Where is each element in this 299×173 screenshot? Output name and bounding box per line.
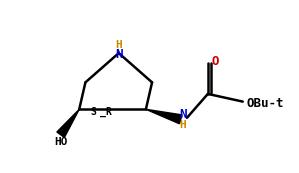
Text: H: H: [115, 40, 122, 50]
Text: N: N: [115, 48, 123, 61]
Text: S: S: [90, 107, 96, 117]
Text: OBu-t: OBu-t: [247, 97, 284, 110]
Text: N: N: [179, 108, 187, 121]
Text: R: R: [106, 107, 112, 117]
Text: H: H: [180, 120, 187, 130]
Text: O: O: [212, 55, 219, 68]
Polygon shape: [146, 109, 182, 124]
Polygon shape: [57, 109, 79, 137]
Text: HO: HO: [54, 137, 68, 147]
Text: _: _: [100, 107, 106, 117]
